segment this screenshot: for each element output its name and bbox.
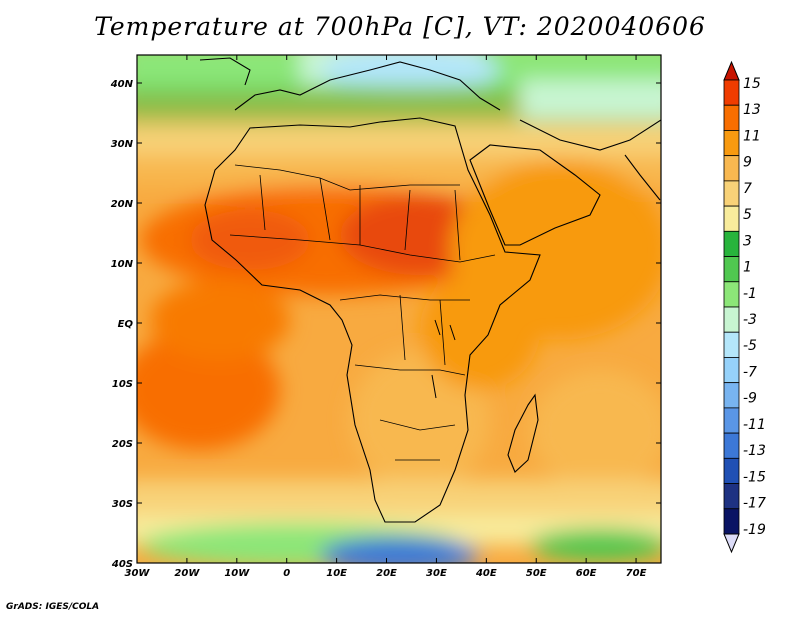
plot-area <box>137 55 661 563</box>
colorbar-swatch <box>723 331 740 358</box>
longitude-axis: 30W 20W 10W 0 10E 20E 30E 40E 50E 60E 70E <box>125 55 647 579</box>
lat-tick-label: EQ <box>118 319 134 330</box>
colorbar-label: 11 <box>743 128 761 144</box>
colorbar-swatch <box>723 382 740 409</box>
colorbar-swatch <box>723 407 740 434</box>
colorbar-label: 15 <box>743 76 761 92</box>
colorbar-label: -5 <box>743 338 757 354</box>
lon-tick-label: 30E <box>426 568 447 579</box>
lon-tick-label: 40E <box>475 568 497 579</box>
colorbar: 15 13 11 9 7 5 3 1 -1 -3 -5 -7 -9 -11 -13 -15 -17 -19 <box>723 60 766 554</box>
lon-tick-label: 10E <box>326 568 347 579</box>
lat-tick-label: 30N <box>111 139 134 150</box>
colorbar-label: -11 <box>743 417 766 433</box>
lat-tick-label: 20N <box>111 199 134 210</box>
colorbar-swatch <box>723 130 740 157</box>
colorbar-swatch <box>723 306 740 333</box>
colorbar-label: 7 <box>743 181 752 197</box>
colorbar-label: 3 <box>743 233 752 249</box>
colorbar-swatch <box>723 281 740 308</box>
colorbar-label: -19 <box>743 522 766 538</box>
colorbar-label: 9 <box>743 155 752 171</box>
lon-tick-label: 0 <box>283 568 290 579</box>
arabia-coastline <box>469 144 601 246</box>
colorbar-swatch <box>723 205 740 232</box>
coastlines <box>199 57 661 523</box>
lat-tick-label: 20S <box>112 439 133 450</box>
colorbar-label: -13 <box>743 443 766 459</box>
lat-tick-label: 10S <box>112 379 133 390</box>
latitude-axis: 40N 30N 20N 10N EQ 10S 20S 30S 40S <box>110 79 661 570</box>
colorbar-swatch <box>723 256 740 283</box>
colorbar-swatch <box>723 180 740 207</box>
colorbar-max-arrow <box>723 60 740 81</box>
madagascar-coastline <box>507 393 539 473</box>
colorbar-label: -17 <box>743 496 766 512</box>
europe-coastline <box>234 61 501 111</box>
colorbar-swatch <box>723 104 740 131</box>
colorbar-label: -9 <box>743 391 757 407</box>
lon-tick-label: 30W <box>125 568 151 579</box>
lon-tick-label: 50E <box>526 568 547 579</box>
plot-frame <box>136 54 662 564</box>
lat-tick-label: 40S <box>111 559 133 570</box>
lon-tick-label: 20W <box>174 568 200 579</box>
colorbar-label: 13 <box>743 102 761 118</box>
map-title: Temperature at 700hPa [C], VT: 202004060… <box>94 12 706 41</box>
colorbar-label: -1 <box>743 286 757 302</box>
colorbar-swatch <box>723 155 740 182</box>
colorbar-label: -15 <box>743 469 766 485</box>
colorbar-label: 5 <box>743 207 752 223</box>
colorbar-swatch <box>723 79 740 106</box>
lat-tick-label: 30S <box>112 499 133 510</box>
colorbar-swatch <box>723 230 740 257</box>
lon-tick-label: 60E <box>576 568 597 579</box>
lat-tick-label: 40N <box>110 79 134 90</box>
lon-tick-label: 70E <box>626 568 647 579</box>
lon-tick-label: 10W <box>224 568 250 579</box>
colorbar-min-arrow <box>723 533 740 554</box>
colorbar-label: 1 <box>743 260 752 276</box>
lon-tick-label: 20E <box>376 568 397 579</box>
credit-text: GrADS: IGES/COLA <box>6 602 100 612</box>
colorbar-swatch <box>723 357 740 384</box>
colorbar-label: -3 <box>743 312 757 328</box>
africa-coastline <box>204 117 541 523</box>
colorbar-swatch <box>723 508 740 535</box>
colorbar-swatch <box>723 432 740 459</box>
colorbar-label: -7 <box>743 364 757 380</box>
lat-tick-label: 10N <box>111 259 134 270</box>
colorbar-swatch <box>723 483 740 510</box>
colorbar-swatch <box>723 457 740 484</box>
